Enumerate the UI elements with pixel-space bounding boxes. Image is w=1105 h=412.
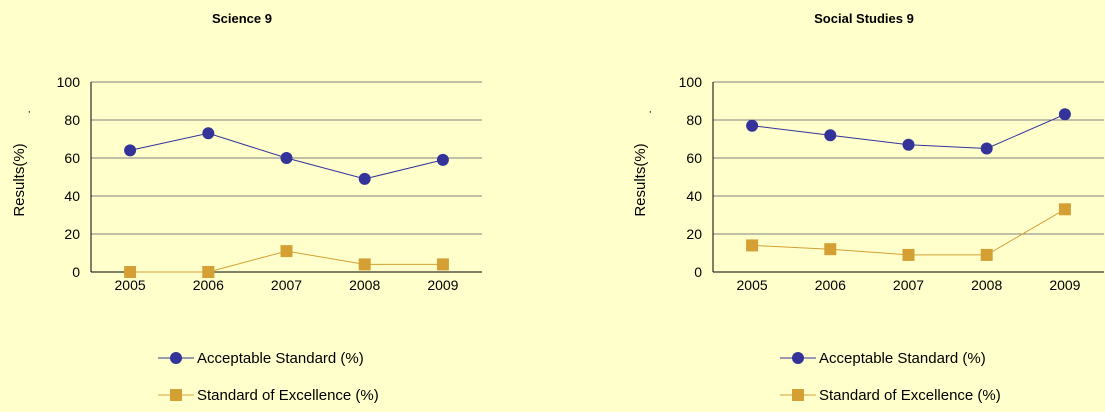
legend-marker-square	[170, 389, 182, 401]
x-tick-label: 2005	[115, 277, 146, 293]
chart-2: Social Studies 9 0 20 40 60 80 100 Results(%). 2…	[632, 11, 1104, 404]
legend-marker-circle	[792, 352, 804, 364]
data-point-excellence	[358, 258, 371, 271]
data-point-acceptable	[280, 152, 293, 164]
data-point-acceptable	[436, 153, 449, 166]
legend-label: Standard of Excellence (%)	[197, 387, 379, 404]
y-axis-label: Results(%)	[11, 143, 28, 216]
x-tick-label: 2009	[427, 277, 458, 293]
y-tick-label: 80	[686, 112, 702, 128]
x-tick-label: 2008	[349, 277, 380, 293]
data-point-excellence	[1058, 203, 1071, 216]
chart-title: Science 9	[212, 11, 272, 26]
data-point-acceptable	[824, 129, 837, 142]
data-point-acceptable	[980, 142, 993, 155]
series-line-2	[752, 208, 1066, 256]
chart-title: Social Studies 9	[814, 11, 914, 26]
y-tick-label: 80	[64, 112, 80, 128]
data-point-excellence	[980, 248, 993, 261]
data-point-acceptable	[202, 127, 215, 140]
legend-label: Standard of Excellence (%)	[819, 387, 1001, 404]
legend-label: Acceptable Standard (%)	[197, 350, 364, 367]
data-point-acceptable	[124, 144, 137, 157]
data-point-acceptable	[746, 119, 759, 132]
x-tick-label: 2008	[971, 277, 1002, 293]
data-point-excellence	[824, 243, 837, 256]
y-tick-label: 20	[686, 226, 702, 242]
y-tick-label: 100	[679, 74, 703, 90]
data-point-acceptable	[1058, 108, 1071, 121]
y-tick-label: 20	[64, 226, 80, 242]
data-point-excellence	[746, 239, 759, 252]
legend-marker-circle	[170, 352, 182, 364]
x-tick-label: 2007	[893, 277, 924, 293]
x-tick-label: 2006	[193, 277, 224, 293]
data-point-excellence	[436, 258, 449, 271]
y-tick-label: 0	[694, 264, 702, 280]
data-point-acceptable	[358, 172, 371, 185]
legend-entry-2: Standard of Excellence (%)	[780, 387, 1001, 404]
legend-label: Acceptable Standard (%)	[819, 350, 986, 367]
y-tick-label: 40	[686, 188, 702, 204]
legend-entry-1: Acceptable Standard (%)	[158, 350, 364, 367]
x-tick-label: 2005	[737, 277, 768, 293]
data-point-excellence	[124, 266, 137, 278]
x-tick-label: 2009	[1049, 277, 1080, 293]
x-tick-label: 2007	[271, 277, 302, 293]
data-point-excellence	[280, 245, 293, 258]
y-tick-label: 60	[64, 150, 80, 166]
y-axis-label: Results(%)	[632, 143, 649, 216]
legend-marker-square	[792, 389, 804, 401]
y-tick-label: 100	[57, 74, 81, 90]
data-point-excellence	[202, 266, 215, 278]
y-tick-label: 0	[72, 264, 80, 280]
data-point-acceptable	[902, 138, 915, 151]
y-axis-label-dot: .	[640, 110, 654, 113]
legend-entry-1: Acceptable Standard (%)	[780, 350, 986, 367]
chart-1: Science 9 0 20 40 60 80 100 Results(%). 2005 2006…	[11, 11, 482, 404]
y-axis-label-dot: .	[19, 110, 33, 113]
y-tick-label: 60	[686, 150, 702, 166]
data-point-excellence	[902, 248, 915, 261]
x-tick-label: 2006	[815, 277, 846, 293]
legend-entry-2: Standard of Excellence (%)	[158, 387, 379, 404]
y-tick-label: 40	[64, 188, 80, 204]
